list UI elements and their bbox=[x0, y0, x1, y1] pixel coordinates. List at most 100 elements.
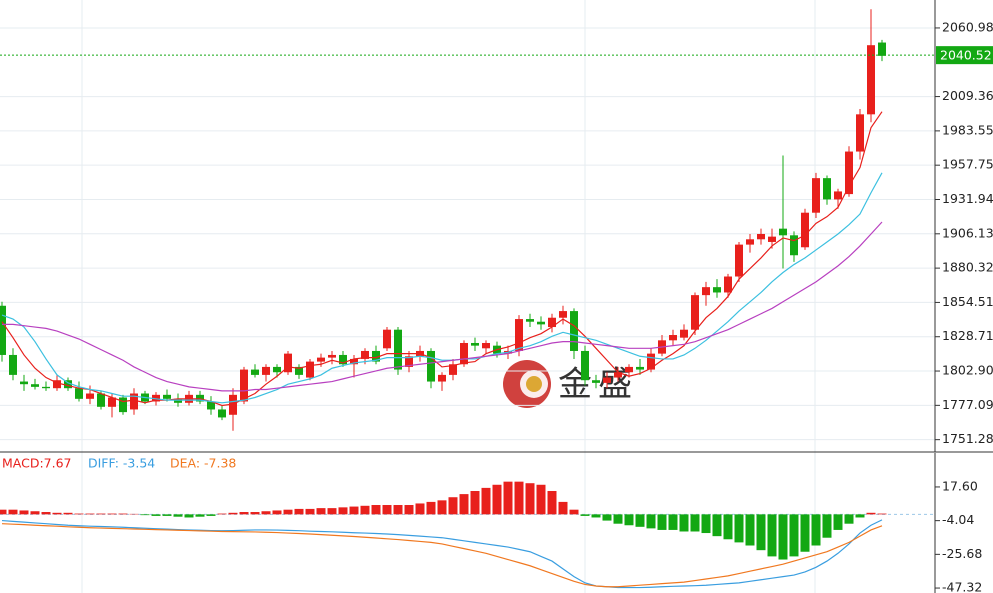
candle-body bbox=[845, 151, 853, 195]
candle-body bbox=[163, 394, 171, 399]
macd-bar bbox=[283, 509, 293, 515]
macd-bar bbox=[151, 514, 161, 516]
candle bbox=[592, 374, 600, 389]
macd-bar bbox=[580, 514, 590, 516]
candle bbox=[537, 316, 545, 330]
y-tick-label: 1931.94 bbox=[942, 191, 993, 206]
macd-bar bbox=[360, 505, 370, 515]
candle bbox=[9, 348, 17, 381]
macd-bar bbox=[481, 487, 491, 515]
macd-bar bbox=[8, 509, 18, 515]
candle bbox=[856, 109, 864, 160]
y-tick-label: 1854.51 bbox=[942, 294, 993, 309]
candle-body bbox=[570, 311, 578, 351]
candle-body bbox=[9, 354, 17, 375]
candle bbox=[328, 350, 336, 365]
candle-body bbox=[394, 329, 402, 370]
candle bbox=[64, 377, 72, 391]
candle-body bbox=[614, 372, 622, 378]
candle-body bbox=[196, 394, 204, 402]
candle bbox=[823, 175, 831, 205]
candle bbox=[0, 301, 6, 362]
macd-bar bbox=[41, 512, 51, 515]
candle-body bbox=[526, 319, 534, 322]
macd-bar bbox=[591, 514, 601, 518]
candle-body bbox=[361, 350, 369, 359]
y-tick-label: 1880.32 bbox=[942, 260, 993, 275]
candle bbox=[878, 39, 886, 62]
candle bbox=[801, 208, 809, 250]
macd-bar bbox=[382, 505, 392, 515]
candle bbox=[636, 358, 644, 375]
candle-body bbox=[691, 295, 699, 330]
macd-bar bbox=[602, 514, 612, 521]
candle-body bbox=[757, 233, 765, 240]
candle bbox=[130, 388, 138, 415]
candle bbox=[757, 228, 765, 245]
candle-body bbox=[119, 397, 127, 413]
macd-bar bbox=[371, 505, 381, 515]
candle bbox=[669, 329, 677, 346]
candle-body bbox=[240, 369, 248, 402]
candle bbox=[75, 381, 83, 402]
candle-body bbox=[0, 305, 6, 355]
candle-body bbox=[834, 191, 842, 200]
candle bbox=[383, 327, 391, 351]
candle bbox=[240, 366, 248, 405]
macd-bar bbox=[536, 484, 546, 515]
macd-bar bbox=[52, 512, 62, 515]
candle-body bbox=[251, 369, 259, 375]
candle-body bbox=[515, 319, 523, 351]
candle bbox=[471, 337, 479, 351]
candle-body bbox=[449, 364, 457, 375]
candle bbox=[482, 340, 490, 354]
macd-bar bbox=[162, 514, 172, 516]
macd-bar bbox=[613, 514, 623, 524]
candle bbox=[812, 172, 820, 219]
macd-bar bbox=[679, 514, 689, 532]
candle bbox=[207, 396, 215, 415]
indicator-line bbox=[1, 519, 883, 589]
macd-bar bbox=[272, 510, 282, 515]
candle-body bbox=[471, 342, 479, 346]
candle-body bbox=[867, 45, 875, 115]
candle-body bbox=[581, 350, 589, 381]
legend-entry: DIFF: -3.54 bbox=[88, 456, 155, 471]
candle-body bbox=[306, 361, 314, 378]
macd-bar bbox=[668, 514, 678, 530]
macd-bar bbox=[701, 514, 711, 534]
macd-bar bbox=[646, 514, 656, 529]
candle-body bbox=[108, 397, 116, 407]
macd-bar bbox=[85, 513, 95, 515]
macd-bar bbox=[195, 514, 205, 517]
candle bbox=[438, 372, 446, 391]
macd-bar bbox=[118, 513, 128, 515]
candle bbox=[339, 350, 347, 367]
candle-body bbox=[636, 366, 644, 370]
macd-bar bbox=[745, 514, 755, 546]
y-tick-label: 1751.28 bbox=[942, 431, 993, 446]
candle-body bbox=[746, 239, 754, 245]
macd-bar bbox=[261, 511, 271, 515]
macd-bar bbox=[789, 514, 799, 557]
macd-bar bbox=[250, 512, 260, 515]
macd-bar bbox=[415, 503, 425, 515]
candle-body bbox=[427, 350, 435, 382]
candle bbox=[306, 358, 314, 381]
macd-bar bbox=[569, 509, 579, 515]
candle bbox=[614, 366, 622, 382]
candle bbox=[31, 378, 39, 390]
candle bbox=[405, 350, 413, 373]
candle-body bbox=[229, 394, 237, 415]
candle-body bbox=[53, 380, 61, 389]
candle-body bbox=[438, 374, 446, 382]
y-tick-label: -47.32 bbox=[942, 580, 982, 593]
candle bbox=[845, 146, 853, 197]
candle-body bbox=[207, 401, 215, 410]
candle bbox=[218, 405, 226, 421]
macd-bar bbox=[822, 514, 832, 538]
y-tick-label: 1828.71 bbox=[942, 328, 993, 343]
candle-body bbox=[86, 393, 94, 399]
macd-bar bbox=[437, 500, 447, 515]
